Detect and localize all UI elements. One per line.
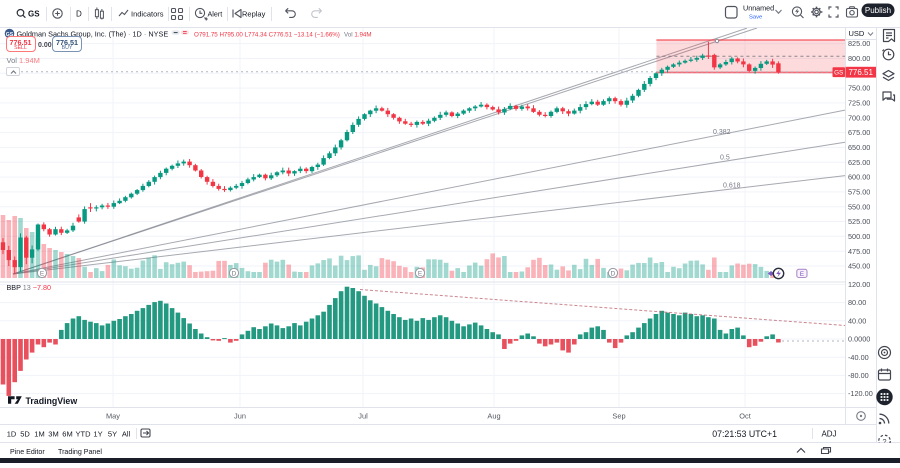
svg-text:-40.00: -40.00: [848, 353, 869, 362]
svg-text:D: D: [232, 271, 237, 278]
svg-text:0.618: 0.618: [723, 183, 741, 190]
svg-text:825.00: 825.00: [848, 39, 870, 48]
svg-text:625.00: 625.00: [848, 158, 870, 167]
svg-text:Goldman Sachs Group, Inc. (The: Goldman Sachs Group, Inc. (The) · 1D · N…: [17, 29, 169, 38]
svg-text:Publish: Publish: [865, 6, 891, 15]
svg-text:0.5: 0.5: [720, 155, 730, 162]
svg-text:Save: Save: [749, 15, 762, 21]
svg-text:GS: GS: [28, 9, 40, 18]
svg-text:E: E: [40, 271, 45, 278]
svg-text:TradingView: TradingView: [26, 396, 78, 406]
svg-text:1M: 1M: [34, 430, 44, 439]
svg-text:6M: 6M: [62, 430, 72, 439]
svg-text:120.00: 120.00: [848, 280, 870, 289]
svg-text:07:21:53 UTC+1: 07:21:53 UTC+1: [712, 429, 777, 439]
svg-text:1D: 1D: [7, 430, 17, 439]
svg-text:E: E: [800, 271, 805, 278]
svg-text:E: E: [418, 271, 423, 278]
svg-text:D: D: [611, 271, 616, 278]
svg-text:Indicators: Indicators: [131, 9, 164, 18]
svg-text:Jul: Jul: [358, 412, 368, 421]
svg-text:O791.75 H795.00 L774.34 C776.5: O791.75 H795.00 L774.34 C776.51 −13.14 (…: [194, 31, 340, 38]
svg-text:Sep: Sep: [612, 412, 625, 421]
svg-text:725.00: 725.00: [848, 99, 870, 108]
svg-text:550.00: 550.00: [848, 202, 870, 211]
svg-text:0.382: 0.382: [713, 129, 731, 136]
svg-text:650.00: 650.00: [848, 143, 870, 152]
svg-text:USD: USD: [849, 29, 865, 38]
svg-text:?: ?: [883, 437, 887, 446]
svg-text:ADJ: ADJ: [821, 430, 836, 439]
svg-text:Oct: Oct: [739, 412, 751, 421]
svg-text:-80.00: -80.00: [848, 371, 869, 380]
svg-text:GS: GS: [6, 32, 14, 38]
svg-text:800.00: 800.00: [848, 54, 870, 63]
svg-text:Trading Panel: Trading Panel: [58, 448, 102, 456]
svg-text:675.00: 675.00: [848, 128, 870, 137]
svg-text:0.0000: 0.0000: [848, 335, 870, 344]
svg-text:Jun: Jun: [234, 412, 246, 421]
svg-text:Replay: Replay: [242, 9, 266, 18]
svg-text:May: May: [106, 412, 120, 421]
svg-text:All: All: [122, 430, 131, 439]
svg-text:475.00: 475.00: [848, 247, 870, 256]
svg-text:80.00: 80.00: [848, 298, 866, 307]
svg-text:525.00: 525.00: [848, 217, 870, 226]
svg-text:5D: 5D: [20, 430, 30, 439]
svg-text:Vol 1.94M: Vol 1.94M: [344, 31, 372, 38]
svg-text:Aug: Aug: [487, 412, 500, 421]
svg-text:1Y: 1Y: [93, 430, 102, 439]
svg-text:D: D: [76, 9, 82, 18]
svg-text:40.00: 40.00: [848, 316, 866, 325]
svg-text:776.51: 776.51: [848, 68, 873, 77]
svg-text:-120.00: -120.00: [848, 389, 873, 398]
svg-text:YTD: YTD: [76, 430, 92, 439]
svg-text:GS: GS: [834, 70, 843, 77]
svg-text:500.00: 500.00: [848, 232, 870, 241]
svg-text:Unnamed: Unnamed: [743, 4, 774, 13]
svg-text:600.00: 600.00: [848, 173, 870, 182]
svg-text:450.00: 450.00: [848, 262, 870, 271]
svg-text:5Y: 5Y: [108, 430, 117, 439]
svg-text:575.00: 575.00: [848, 188, 870, 197]
svg-text:750.00: 750.00: [848, 84, 870, 93]
svg-text:Pine Editor: Pine Editor: [10, 448, 45, 456]
svg-text:3M: 3M: [48, 430, 58, 439]
svg-text:Alert: Alert: [208, 9, 223, 18]
svg-text:700.00: 700.00: [848, 113, 870, 122]
